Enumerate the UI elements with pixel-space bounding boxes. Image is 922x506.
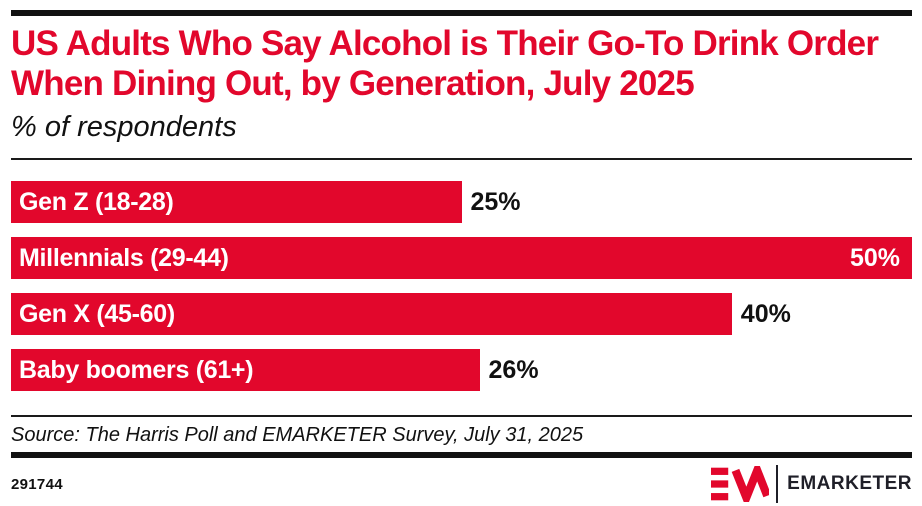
- bar-row-gen-z: Gen Z (18-28) 25%: [11, 181, 912, 223]
- bar-baby-boomers: Baby boomers (61+): [11, 349, 480, 391]
- value-label-gen-z: 25%: [470, 187, 521, 216]
- source-note: Source: The Harris Poll and EMARKETER Su…: [11, 424, 584, 446]
- footer: 291744 EMARKETER: [11, 464, 912, 504]
- bar-gen-x: Gen X (45-60): [11, 293, 732, 335]
- chart-subtitle: % of respondents: [11, 111, 237, 143]
- em-monogram-icon: [711, 466, 770, 502]
- bar-label-baby-boomers: Baby boomers (61+): [19, 355, 254, 384]
- page-title: US Adults Who Say Alcohol is Their Go-To…: [11, 24, 879, 103]
- subtitle-divider: [11, 158, 912, 160]
- bar-chart: Gen Z (18-28) 25% Millennials (29-44) 50…: [11, 181, 912, 391]
- value-label-gen-x: 40%: [740, 299, 791, 328]
- bar-label-gen-x: Gen X (45-60): [19, 299, 175, 328]
- logo-divider: [776, 465, 779, 503]
- brand-wordmark: EMARKETER: [787, 473, 912, 494]
- chart-id: 291744: [11, 475, 63, 493]
- value-label-millennials: 50%: [849, 243, 900, 272]
- bar-row-gen-x: Gen X (45-60) 40%: [11, 293, 912, 335]
- value-label-baby-boomers: 26%: [488, 355, 539, 384]
- footer-divider: [11, 452, 912, 458]
- top-divider: [11, 10, 912, 16]
- bar-label-gen-z: Gen Z (18-28): [19, 187, 174, 216]
- source-divider: [11, 415, 912, 417]
- emarketer-logo: EMARKETER: [711, 465, 912, 503]
- bar-millennials: Millennials (29-44) 50%: [11, 237, 912, 279]
- bar-gen-z: Gen Z (18-28): [11, 181, 462, 223]
- bar-label-millennials: Millennials (29-44): [19, 243, 229, 272]
- bar-row-millennials: Millennials (29-44) 50%: [11, 237, 912, 279]
- bar-row-baby-boomers: Baby boomers (61+) 26%: [11, 349, 912, 391]
